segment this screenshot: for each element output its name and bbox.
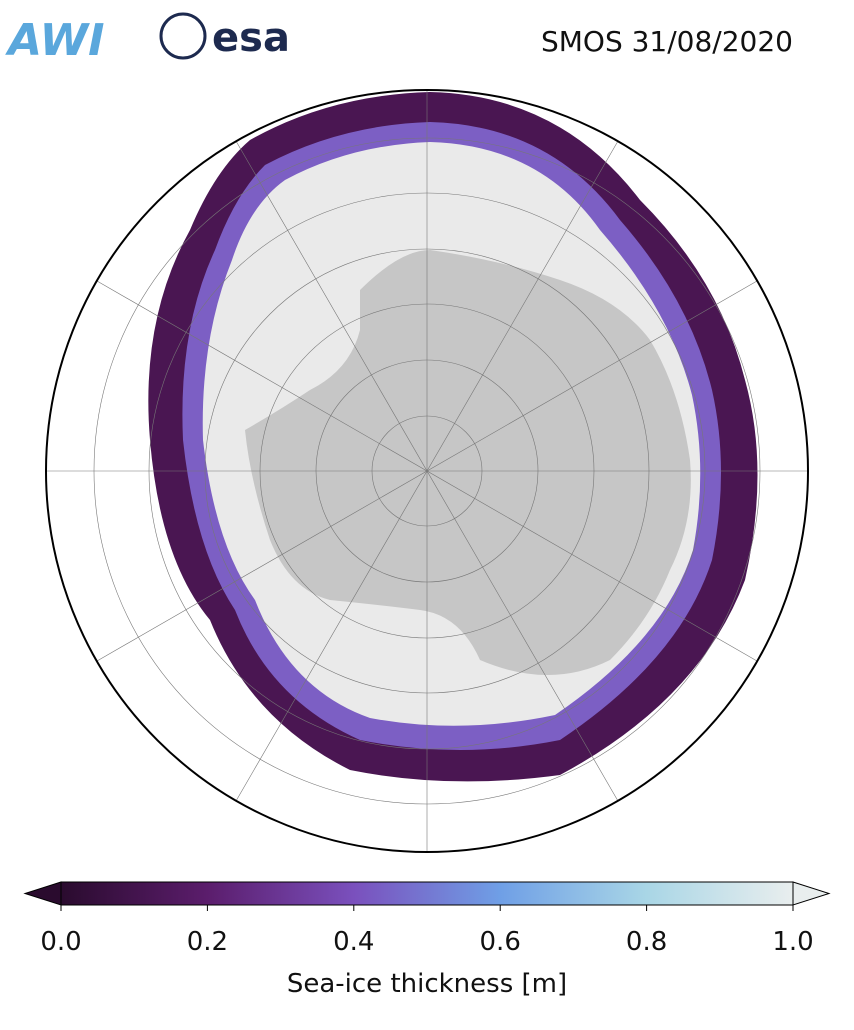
colorbar-extend-max — [792, 881, 831, 906]
logos: AWI esa — [5, 12, 290, 66]
title: SMOS 31/08/2020 — [541, 25, 793, 58]
map — [46, 90, 808, 852]
colorbar: 0.0 0.2 0.4 0.6 0.8 1.0 — [23, 881, 831, 957]
colorbar-tick-label: 0.6 — [480, 927, 521, 957]
colorbar-tick-label: 0.4 — [333, 927, 374, 957]
graticule — [46, 90, 808, 852]
map-border — [45, 89, 809, 853]
awi-logo: AWI — [5, 15, 105, 66]
esa-logo: esa — [212, 15, 290, 61]
antarctica — [245, 250, 691, 675]
colorbar-tick-label: 0.0 — [40, 927, 81, 957]
colorbar-extend-min — [23, 881, 62, 906]
esa-emblem — [159, 12, 207, 60]
colorbar-label: Sea-ice thickness [m] — [287, 969, 567, 999]
colorbar-tick-label: 0.8 — [626, 927, 667, 957]
colorbar-tick-label: 0.2 — [187, 927, 228, 957]
colorbar-tick-label: 1.0 — [772, 927, 813, 957]
colorbar-bar — [60, 881, 794, 906]
